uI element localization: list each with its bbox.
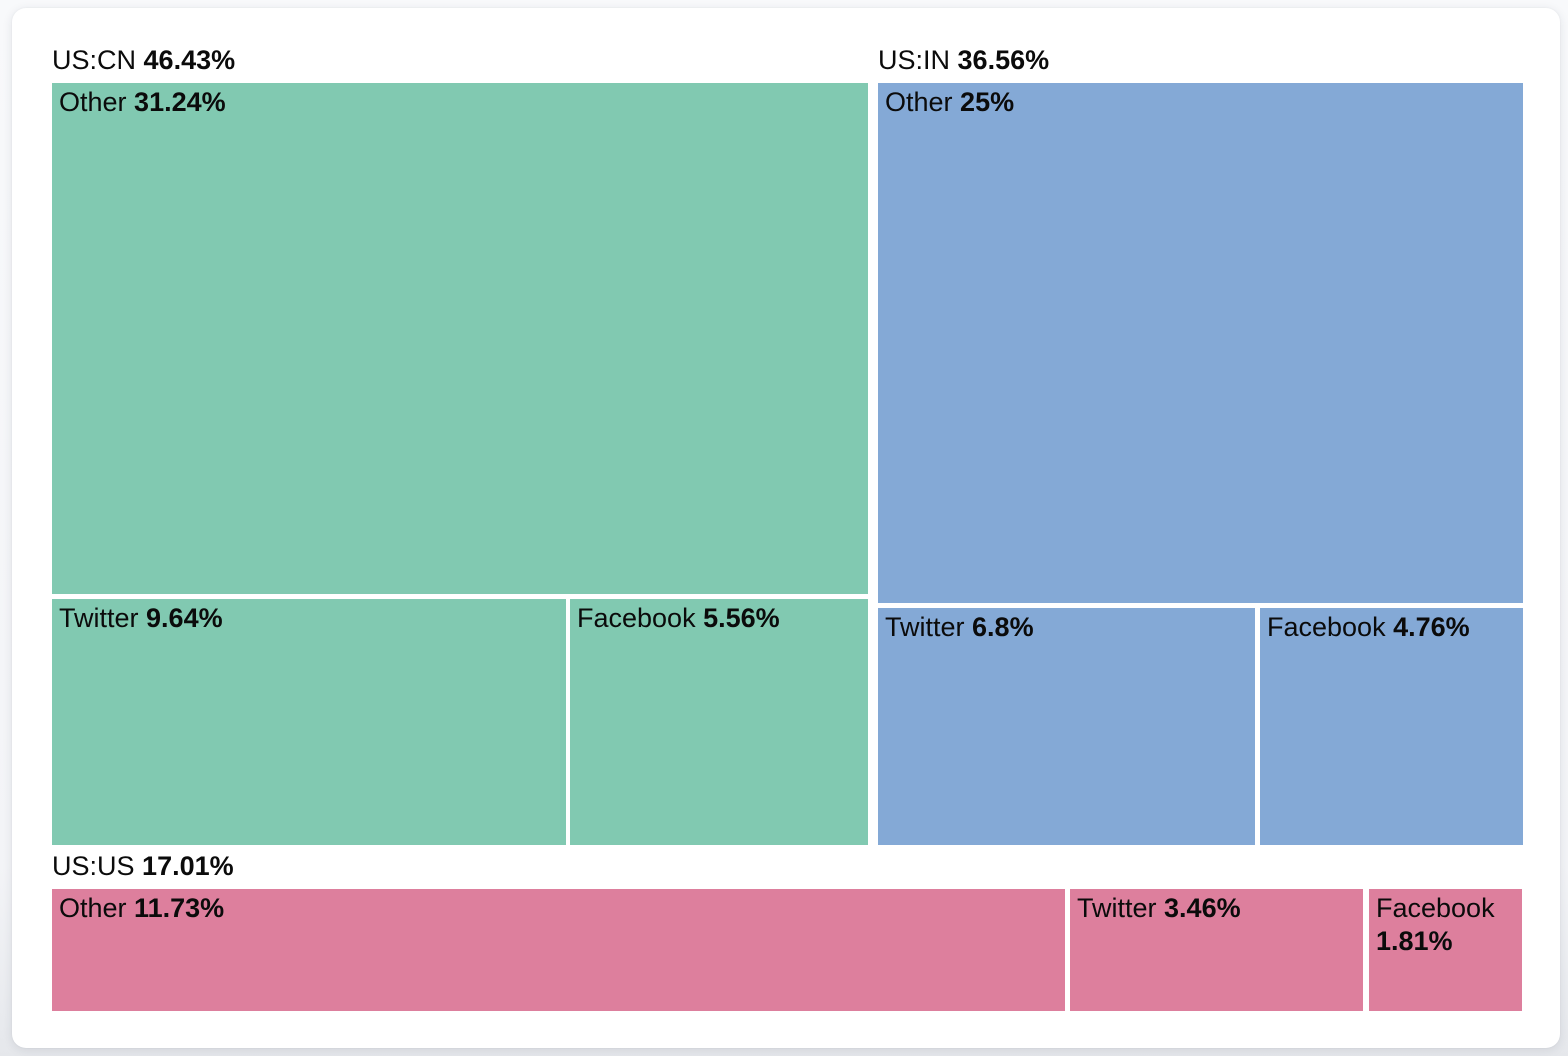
cell-label: Facebook [1376, 893, 1495, 923]
treemap-cell-usus-other[interactable]: Other 11.73% [52, 889, 1065, 1011]
cell-label: Facebook [577, 603, 696, 633]
cell-percent: 31.24% [134, 87, 226, 117]
cell-label: Other [885, 87, 953, 117]
cell-percent: 1.81% [1376, 926, 1453, 956]
treemap-cell-usin-twitter[interactable]: Twitter 6.8% [878, 608, 1255, 845]
treemap-card: US:CN 46.43% Other 31.24% Twitter 9.64% … [12, 8, 1560, 1048]
cell-label: Other [59, 893, 127, 923]
group-label: US:US [52, 851, 135, 881]
treemap-cell-usus-facebook[interactable]: Facebook 1.81% [1369, 889, 1522, 1011]
cell-percent: 25% [960, 87, 1015, 117]
group-percent: 17.01% [142, 851, 234, 881]
cell-label: Twitter [1077, 893, 1157, 923]
group-label: US:IN [878, 45, 951, 75]
treemap-group-header-uscn[interactable]: US:CN 46.43% [52, 44, 235, 76]
cell-label: Twitter [885, 612, 965, 642]
group-label: US:CN [52, 45, 137, 75]
cell-percent: 3.46% [1164, 893, 1241, 923]
cell-label: Twitter [59, 603, 139, 633]
treemap-group-header-usus[interactable]: US:US 17.01% [52, 850, 234, 882]
treemap-cell-usin-facebook[interactable]: Facebook 4.76% [1260, 608, 1523, 845]
group-percent: 36.56% [957, 45, 1050, 75]
cell-label: Other [59, 87, 127, 117]
treemap-cell-uscn-other[interactable]: Other 31.24% [52, 83, 868, 594]
treemap-cell-uscn-twitter[interactable]: Twitter 9.64% [52, 599, 566, 845]
cell-percent: 4.76% [1393, 612, 1470, 642]
treemap-cell-uscn-facebook[interactable]: Facebook 5.56% [570, 599, 868, 845]
treemap-group-header-usin[interactable]: US:IN 36.56% [878, 44, 1049, 76]
cell-percent: 5.56% [703, 603, 780, 633]
treemap-cell-usin-other[interactable]: Other 25% [878, 83, 1523, 603]
cell-label: Facebook [1267, 612, 1386, 642]
cell-percent: 9.64% [146, 603, 223, 633]
group-percent: 46.43% [143, 45, 236, 75]
treemap-cell-usus-twitter[interactable]: Twitter 3.46% [1070, 889, 1363, 1011]
cell-percent: 6.8% [972, 612, 1034, 642]
cell-percent: 11.73% [134, 893, 225, 923]
